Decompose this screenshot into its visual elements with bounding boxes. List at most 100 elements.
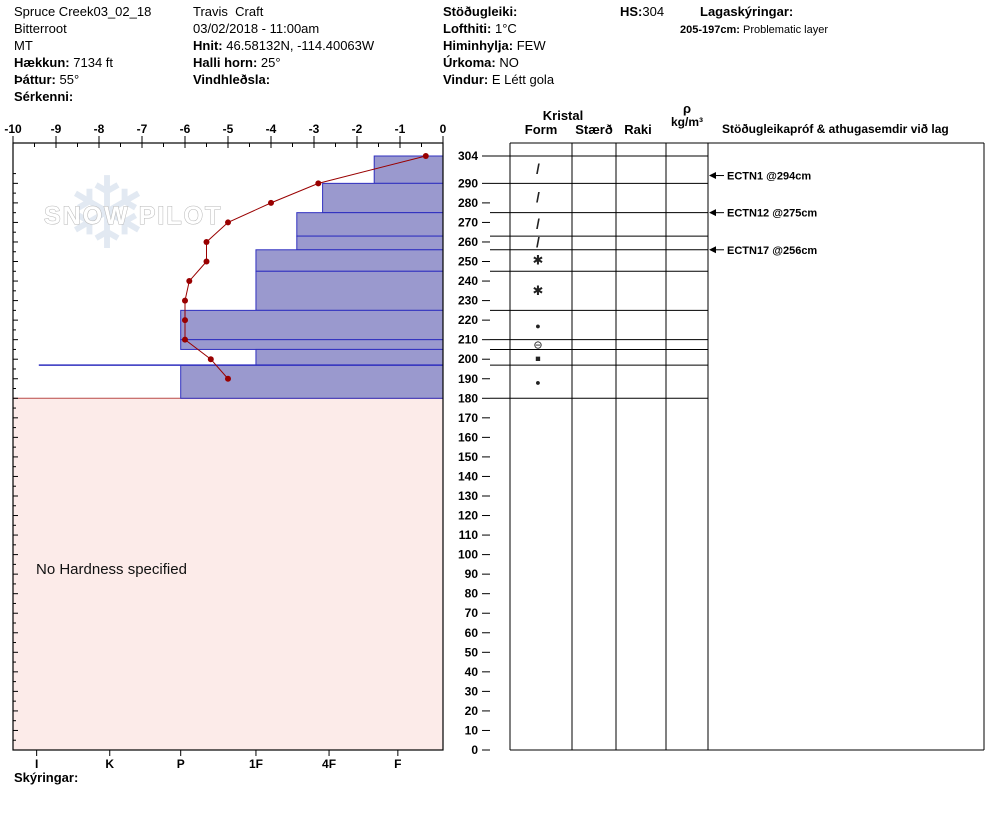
depth-label: 30 bbox=[465, 684, 479, 698]
depth-label: 40 bbox=[465, 665, 479, 679]
depth-label: 200 bbox=[458, 352, 478, 366]
hardness-tick-label: 4F bbox=[322, 757, 336, 771]
test-result-label: ECTN17 @256cm bbox=[727, 245, 817, 257]
test-arrow-icon bbox=[709, 246, 716, 254]
depth-label: 60 bbox=[465, 626, 479, 640]
hardness-bar bbox=[322, 182, 444, 214]
temperature-point bbox=[422, 153, 429, 159]
depth-label: 190 bbox=[458, 372, 478, 386]
crystal-form-symbol: ✱ bbox=[533, 283, 544, 298]
crystal-form-symbol: ⊖ bbox=[533, 340, 542, 352]
wind-label: Vindur: bbox=[443, 72, 489, 87]
temperature-point bbox=[225, 219, 231, 226]
depth-label: 230 bbox=[458, 294, 478, 308]
depth-label: 110 bbox=[459, 528, 479, 542]
wind-loading-label: Vindhleðsla: bbox=[193, 72, 271, 87]
depth-label: 90 bbox=[465, 567, 479, 581]
depth-label: 210 bbox=[458, 333, 478, 347]
slope-value: 25° bbox=[260, 55, 281, 70]
crystal-form-symbol: ■ bbox=[535, 353, 540, 363]
test-arrow-icon bbox=[709, 209, 716, 217]
profile-chart: No Hardness specified❄SNOW PILOT-10 -9 -8-… bbox=[4, 122, 446, 771]
temperature-point bbox=[182, 336, 188, 343]
mountain-range: Bitterroot bbox=[14, 21, 67, 36]
depth-label: 10 bbox=[465, 723, 479, 737]
aspect-row: Þáttur: 55° bbox=[14, 72, 79, 87]
no-hardness-label: No Hardness specified bbox=[36, 561, 187, 578]
depth-label: 220 bbox=[458, 313, 478, 327]
sky-value: FEW bbox=[516, 38, 546, 53]
aspect-label: Þáttur: bbox=[14, 72, 56, 87]
temperature-point bbox=[207, 356, 214, 363]
crystal-form-symbol: ✱ bbox=[533, 253, 544, 268]
depth-label: 120 bbox=[458, 509, 478, 523]
hardness-tick-label: P bbox=[177, 757, 185, 771]
temp-tick-label: -2 bbox=[352, 122, 363, 136]
temperature-point bbox=[268, 199, 274, 206]
depth-label: 70 bbox=[465, 606, 479, 620]
depth-label: 280 bbox=[458, 196, 478, 210]
depth-label: 240 bbox=[458, 274, 478, 288]
snow-height-row: HS:304 bbox=[620, 4, 664, 19]
slope-angle-row: Halli horn: 25° bbox=[193, 55, 281, 70]
crystal-header: Kristal bbox=[542, 108, 584, 123]
crystal-form-symbol: ● bbox=[535, 321, 540, 331]
depth-label: 150 bbox=[458, 450, 478, 464]
layer-table: 3042902802702602502402302202102001901801… bbox=[458, 142, 985, 757]
moisture-header: Raki bbox=[624, 122, 652, 137]
elevation-label: Hækkun: bbox=[14, 55, 70, 70]
test-arrow-icon bbox=[709, 172, 716, 180]
test-result-label: ECTN12 @275cm bbox=[727, 208, 817, 220]
hardness-tick-label: F bbox=[394, 757, 401, 771]
slope-label: Halli horn: bbox=[193, 55, 258, 70]
sky-label: Himinhylja: bbox=[443, 38, 514, 53]
depth-label: 180 bbox=[458, 391, 478, 405]
depth-label: 50 bbox=[465, 645, 479, 659]
sky-cover-row: Himinhylja: FEW bbox=[443, 38, 546, 53]
temp-tick-label: -6 bbox=[180, 122, 191, 136]
depth-label: 170 bbox=[458, 411, 478, 425]
hardness-tick-label: I bbox=[35, 757, 38, 771]
form-header: Form bbox=[524, 122, 558, 137]
hardness-bar bbox=[180, 339, 444, 350]
air-temp-value: 1°C bbox=[495, 21, 517, 36]
temp-tick-label: 0 bbox=[440, 122, 447, 136]
stability-label: Stöðugleiki: bbox=[443, 4, 518, 19]
layer-note-text: Problematic layer bbox=[743, 24, 828, 36]
hardness-bar bbox=[255, 249, 444, 272]
coords-value: 46.58132N, -114.40063W bbox=[226, 38, 375, 53]
hardness-bar bbox=[296, 235, 444, 251]
crystal-form-symbol: / bbox=[536, 215, 540, 231]
temperature-point bbox=[203, 238, 210, 245]
hardness-tick-label: 1F bbox=[249, 757, 263, 771]
temp-tick-label: -3 bbox=[309, 122, 320, 136]
depth-label: 270 bbox=[458, 215, 478, 229]
depth-label: 140 bbox=[458, 469, 478, 483]
density-symbol-header: ρ bbox=[682, 101, 692, 116]
crystal-form-symbol: / bbox=[536, 161, 540, 177]
hardness-bar bbox=[296, 212, 444, 237]
density-unit-header: kg/m³ bbox=[670, 115, 703, 129]
depth-label: 80 bbox=[465, 587, 479, 601]
size-header: Stærð bbox=[575, 122, 613, 137]
comments-header: Stöðugleikapróf & athugasemdir við lag bbox=[722, 122, 949, 136]
snowflake-watermark-icon: ❄ bbox=[65, 158, 149, 270]
precip-value: NO bbox=[499, 55, 519, 70]
precip-label: Úrkoma: bbox=[443, 55, 496, 70]
crystal-form-symbol: / bbox=[536, 189, 540, 205]
elevation-row: Hækkun: 7134 ft bbox=[14, 55, 113, 70]
depth-label: 20 bbox=[465, 704, 479, 718]
observation-datetime: 03/02/2018 - 11:00am bbox=[193, 21, 320, 36]
snowpilot-watermark-text: SNOW PILOT bbox=[44, 202, 222, 230]
temperature-point bbox=[186, 278, 193, 285]
depth-label: 130 bbox=[458, 489, 478, 503]
layer-notes-heading: Lagaskýringar: bbox=[700, 4, 794, 19]
no-hardness-region bbox=[13, 398, 443, 750]
depth-label: 260 bbox=[458, 235, 478, 249]
temperature-point bbox=[225, 375, 231, 382]
temp-tick-label: -1 bbox=[395, 122, 406, 136]
temp-tick-label: -10 bbox=[4, 122, 22, 136]
coordinates-row: Hnit: 46.58132N, -114.40063W bbox=[193, 38, 374, 53]
test-result-label: ECTN1 @294cm bbox=[727, 171, 811, 183]
